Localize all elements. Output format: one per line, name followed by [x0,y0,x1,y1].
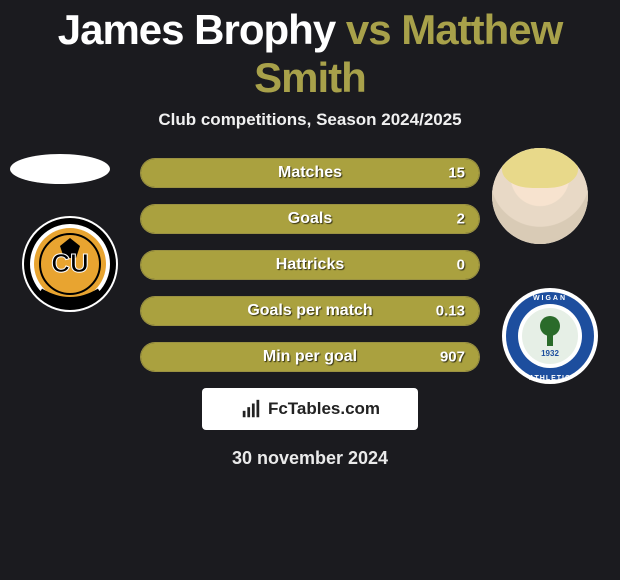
player-b-face-placeholder [492,148,588,244]
svg-text:ATHLETIC: ATHLETIC [529,375,571,382]
player-b-club-badge: 1932 WIGAN ATHLETIC [500,286,600,386]
stat-bar-row: Goals per match 0.13 [140,296,480,326]
player-a-club-badge: CU [20,214,120,314]
brand-box[interactable]: FcTables.com [202,388,418,430]
stat-bar-row: Min per goal 907 [140,342,480,372]
vs-separator: vs [346,6,391,53]
svg-text:WIGAN: WIGAN [533,295,567,302]
cambridge-united-badge-icon: CU [20,214,120,314]
comparison-subtitle: Club competitions, Season 2024/2025 [0,110,620,130]
wigan-athletic-badge-icon: 1932 WIGAN ATHLETIC [500,286,600,386]
stat-bar-label: Goals per match [247,302,372,320]
comparison-content: CU 1932 WIGAN ATHLETIC Matches 15 Goals 2 Ha… [0,158,620,469]
stat-bar-row: Hattricks 0 [140,250,480,280]
player-b-avatar [492,148,588,244]
player-a-avatar-placeholder [10,154,110,184]
player-a-name: James Brophy [58,6,335,53]
player-b-hair [502,148,578,188]
stat-bar-value-right: 0 [457,257,465,274]
stat-bar-value-right: 0.13 [436,303,465,320]
stat-bar-label: Matches [278,164,342,182]
stat-bar-label: Goals [288,210,332,228]
stat-bar-value-right: 15 [448,165,465,182]
comparison-title: James Brophy vs Matthew Smith [0,0,620,102]
chart-icon [240,398,262,420]
stat-bars: Matches 15 Goals 2 Hattricks 0 Goals per match… [140,158,480,372]
stat-bar-label: Min per goal [263,348,357,366]
stat-bar-value-right: 907 [440,349,465,366]
comparison-date: 30 november 2024 [0,448,620,469]
brand-text: FcTables.com [268,399,380,419]
stat-bar-label: Hattricks [276,256,344,274]
stat-bar-row: Matches 15 [140,158,480,188]
stat-bar-value-right: 2 [457,211,465,228]
svg-text:CU: CU [51,248,89,278]
stat-bar-row: Goals 2 [140,204,480,234]
svg-text:1932: 1932 [541,349,559,358]
